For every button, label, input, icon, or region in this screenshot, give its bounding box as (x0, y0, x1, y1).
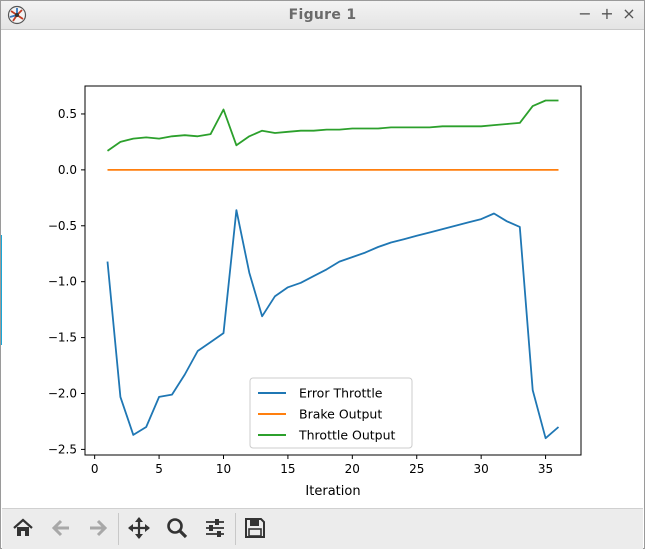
home-icon (13, 518, 33, 536)
legend: Error Throttle Brake Output Throttle Outpu… (249, 377, 413, 449)
x-tick-label: 10 (216, 462, 231, 476)
x-tick-label: 35 (538, 462, 553, 476)
sliders-icon (206, 519, 224, 537)
back-button[interactable] (47, 514, 75, 542)
close-button[interactable]: × (622, 4, 636, 23)
home-button[interactable] (9, 514, 37, 542)
y-tick-label: 0.0 (58, 163, 77, 177)
legend-label: Throttle Output (298, 428, 396, 443)
arrow-right-icon (90, 519, 108, 537)
x-tick-label: 25 (409, 462, 424, 476)
y-tick-label: −1.0 (48, 275, 77, 289)
zoom-button[interactable] (163, 514, 191, 542)
move-icon (128, 517, 150, 539)
legend-box (249, 377, 413, 449)
navigation-toolbar (2, 508, 643, 549)
configure-subplots-button[interactable] (201, 514, 229, 542)
figure-canvas[interactable]: 0 5 10 15 20 25 30 35 0.5 0.0 −0.5 −1.0 −1.5 −2.0 −2.5… (2, 30, 643, 508)
x-tick-label: 30 (474, 462, 489, 476)
toolbar-separator (118, 513, 119, 545)
arrow-left-icon (51, 519, 69, 537)
y-tick-label: 0.5 (58, 107, 77, 121)
series-line-error-throttle (106, 209, 560, 440)
x-tick-label: 20 (345, 462, 360, 476)
maximize-button[interactable]: + (600, 4, 614, 23)
save-button[interactable] (241, 514, 269, 542)
x-axis-label: Iteration (305, 484, 360, 499)
minimize-button[interactable]: − (578, 4, 592, 23)
x-tick-label: 5 (155, 462, 163, 476)
legend-label: Error Throttle (299, 386, 383, 401)
series-line-throttle-output (106, 99, 559, 152)
window-title: Figure 1 (288, 7, 357, 23)
y-tick-label: −2.5 (48, 442, 77, 456)
line-chart: 0 5 10 15 20 25 30 35 0.5 0.0 −0.5 −1.0 −1.5 −2.0 −2.5… (48, 85, 582, 499)
floppy-icon (245, 518, 265, 538)
magnifier-icon (167, 518, 188, 539)
x-tick-label: 15 (280, 462, 295, 476)
x-tick-label: 0 (91, 462, 99, 476)
forward-button[interactable] (84, 514, 112, 542)
toolbar-separator (235, 513, 236, 545)
y-tick-label: −0.5 (48, 219, 77, 233)
app-icon (7, 5, 27, 25)
title-bar[interactable]: Figure 1 − + × (1, 1, 644, 30)
legend-label: Brake Output (299, 407, 382, 422)
pan-button[interactable] (125, 514, 153, 542)
y-tick-label: −2.0 (48, 387, 77, 401)
y-tick-label: −1.5 (48, 331, 77, 345)
